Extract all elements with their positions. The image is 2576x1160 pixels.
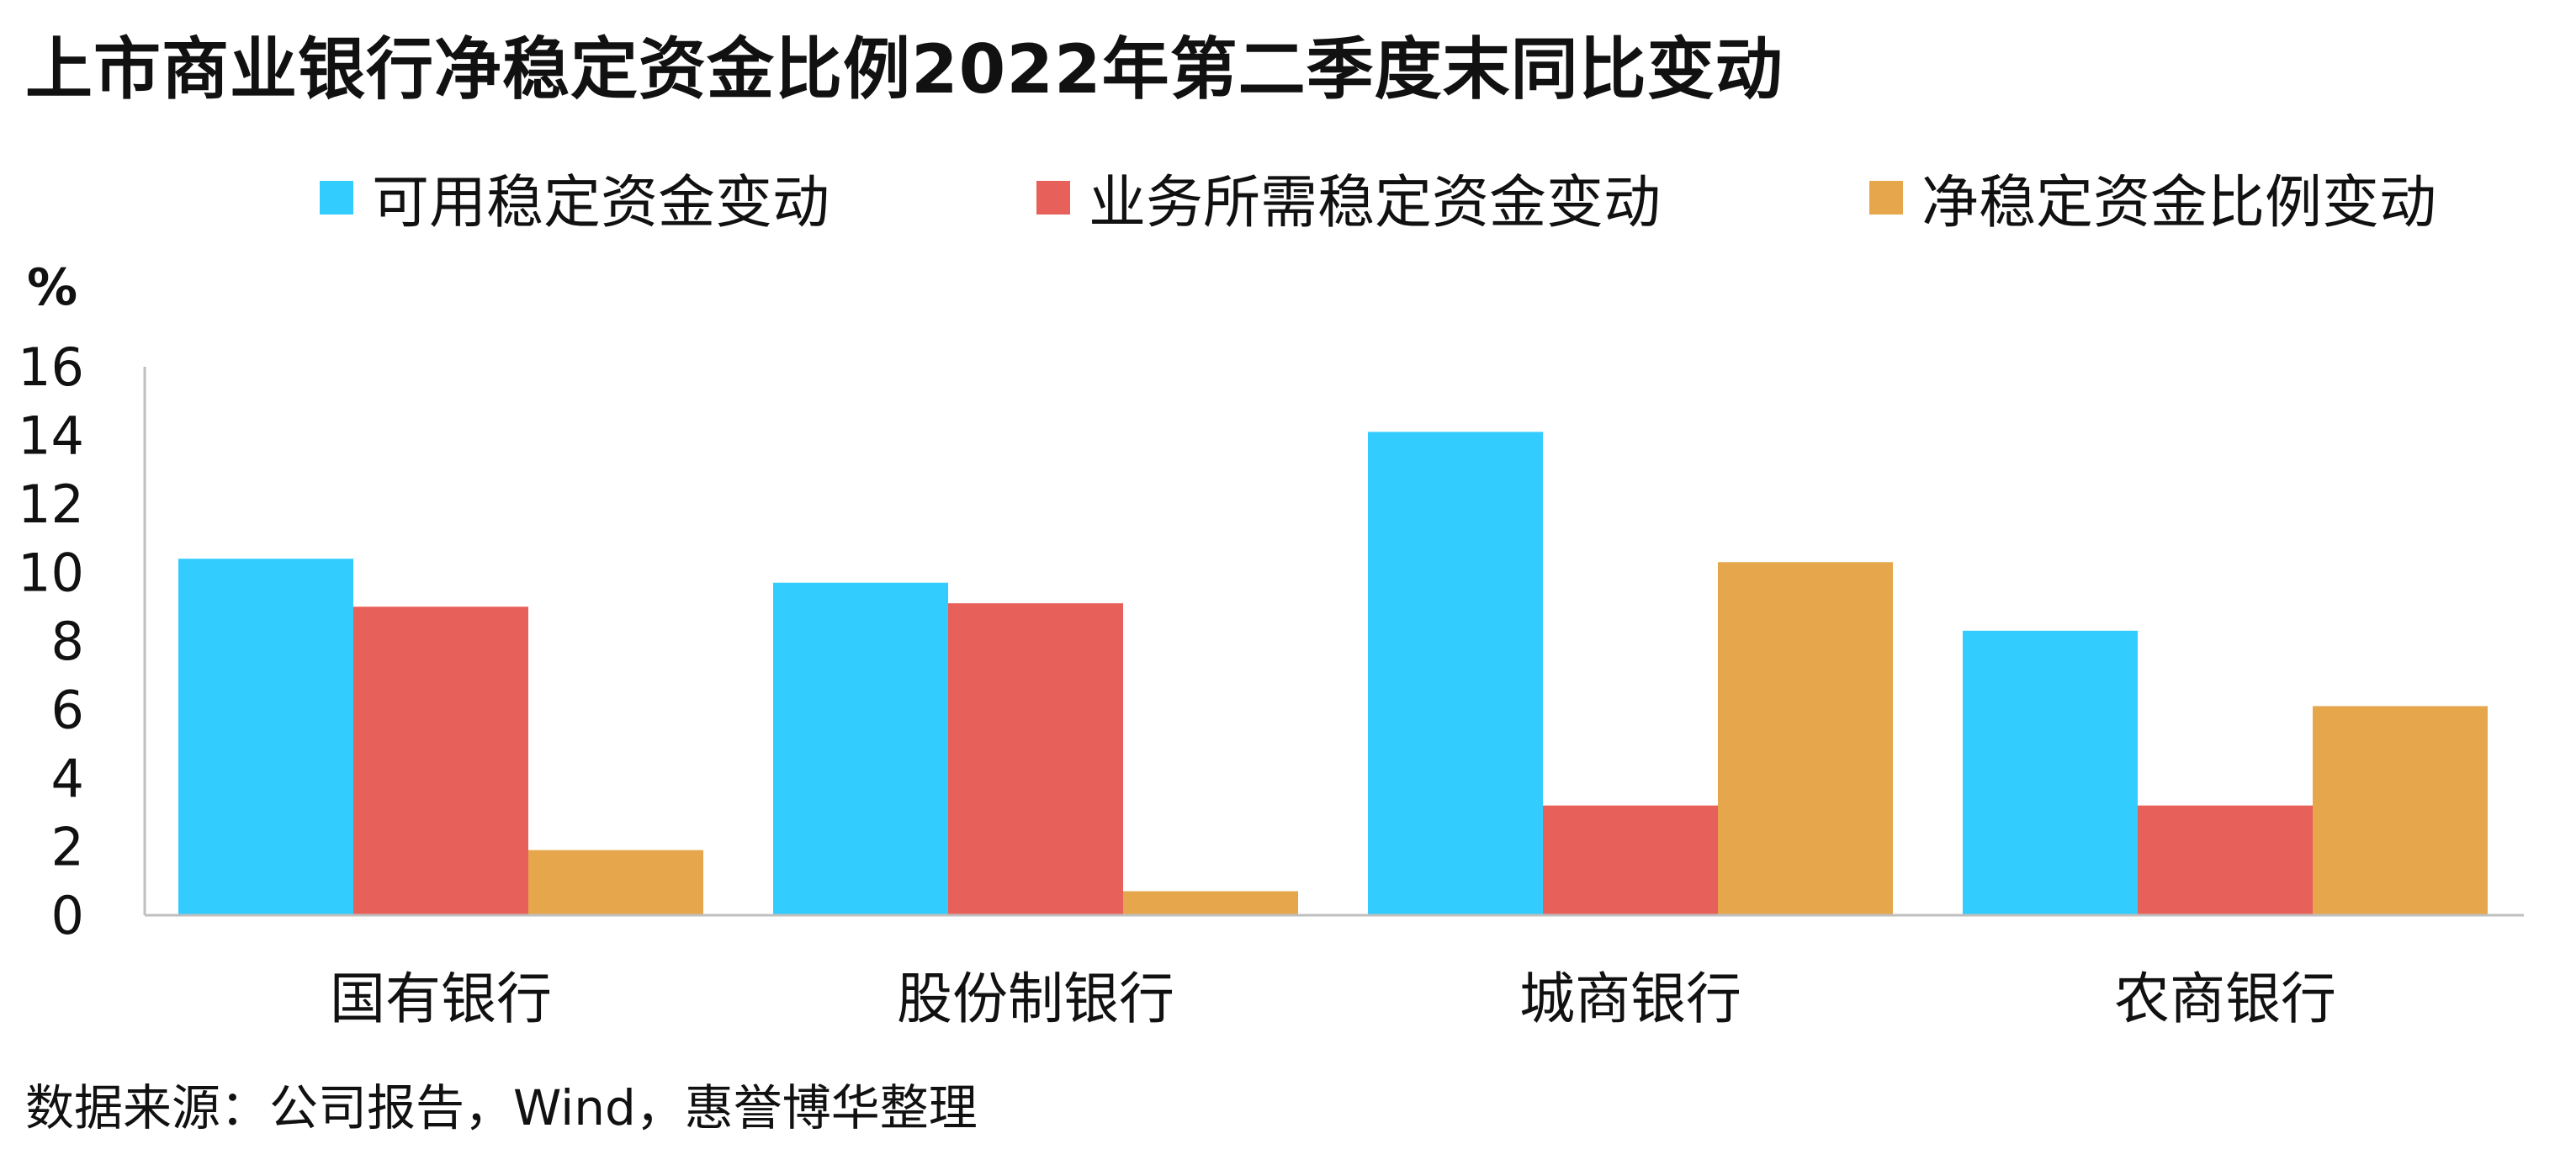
legend-item-available-funding: 可用稳定资金变动 <box>320 156 830 239</box>
y-tick-label: 16 <box>18 336 84 398</box>
source-note: 数据来源：公司报告，Wind，惠誉博华整理 <box>25 1079 978 1136</box>
bar-2-series-1 <box>773 582 948 915</box>
legend-label-available-funding: 可用稳定资金变动 <box>372 170 830 236</box>
y-tick-label: 10 <box>18 543 84 604</box>
bar-1-series-3 <box>528 850 703 915</box>
bar-3-series-1 <box>1368 432 1543 915</box>
bar-4-series-3 <box>2313 706 2488 915</box>
legend-label-required-funding: 业务所需稳定资金变动 <box>1089 170 1662 236</box>
y-tick-label: 6 <box>51 680 84 741</box>
x-category-label: 股份制银行 <box>897 967 1174 1031</box>
x-category-label: 城商银行 <box>1519 967 1741 1031</box>
bar-3-series-2 <box>1543 805 1718 915</box>
legend-item-required-funding: 业务所需稳定资金变动 <box>1036 156 1661 239</box>
legend: 可用稳定资金变动 业务所需稳定资金变动 净稳定资金比例变动 <box>0 156 2576 236</box>
y-tick-label: 2 <box>51 817 84 878</box>
chart-title: 上市商业银行净稳定资金比例2022年第二季度末同比变动 <box>25 30 1784 109</box>
y-tick-label: 8 <box>51 611 84 672</box>
legend-swatch-available-funding <box>320 180 353 215</box>
legend-item-nsfr-change: 净稳定资金比例变动 <box>1869 156 2436 239</box>
legend-label-nsfr-change: 净稳定资金比例变动 <box>1921 170 2437 236</box>
y-tick-label: 4 <box>51 748 84 809</box>
bar-4-series-1 <box>1963 630 2138 915</box>
bar-3-series-3 <box>1718 562 1893 915</box>
x-category-label: 国有银行 <box>330 967 552 1031</box>
bar-1-series-1 <box>178 559 353 915</box>
y-tick-label: 12 <box>18 474 84 535</box>
bar-2-series-3 <box>1123 891 1298 915</box>
y-tick-label: 0 <box>51 885 84 946</box>
y-tick-label: 14 <box>18 405 84 467</box>
bar-1-series-2 <box>353 606 528 915</box>
y-axis-unit-label: % <box>27 258 77 317</box>
bar-4-series-2 <box>2138 805 2313 915</box>
bar-2-series-2 <box>948 603 1123 915</box>
legend-swatch-nsfr-change <box>1869 180 1903 215</box>
x-category-label: 农商银行 <box>2114 967 2336 1031</box>
legend-swatch-required-funding <box>1036 180 1070 215</box>
